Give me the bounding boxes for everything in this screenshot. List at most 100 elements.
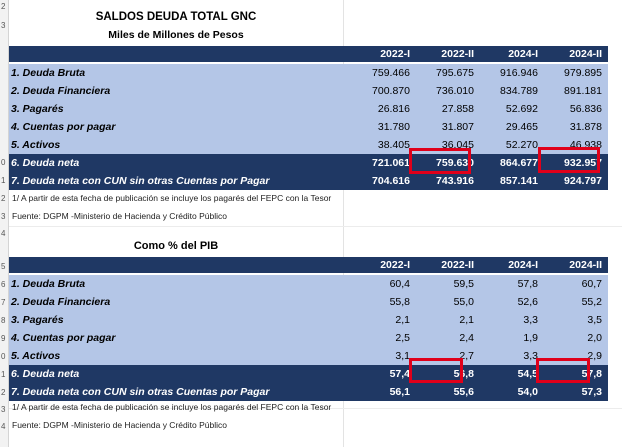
row-label[interactable]: 6. Deuda neta — [11, 368, 80, 380]
cell[interactable]: 857.141 — [500, 175, 538, 187]
cell[interactable]: 743.916 — [436, 175, 474, 187]
cell[interactable]: 52.692 — [505, 103, 538, 115]
cell[interactable]: 721.061 — [372, 157, 410, 169]
cell[interactable]: 864.677 — [500, 157, 538, 169]
cell[interactable]: 57,4 — [389, 368, 410, 380]
cell[interactable]: 3,3 — [523, 314, 538, 326]
column-header[interactable]: 2024-II — [569, 259, 602, 271]
cell[interactable]: 56,8 — [453, 368, 474, 380]
row-label[interactable]: 5. Activos — [11, 139, 61, 151]
row-label[interactable]: 1. Deuda Bruta — [11, 67, 86, 79]
cell[interactable]: 31.807 — [441, 121, 474, 133]
cell[interactable]: 38.405 — [377, 139, 410, 151]
cell[interactable]: 704.616 — [372, 175, 410, 187]
cell[interactable]: 57,8 — [581, 368, 602, 380]
cell[interactable]: 1,9 — [523, 332, 538, 344]
row-number[interactable]: 4 — [1, 229, 6, 238]
row-number[interactable]: 9 — [1, 334, 6, 343]
cell[interactable]: 52.270 — [505, 139, 538, 151]
row-label[interactable]: 2. Deuda Financiera — [11, 296, 111, 308]
cell[interactable]: 979.895 — [564, 67, 602, 79]
cell[interactable]: 2,4 — [459, 332, 474, 344]
cell[interactable]: 736.010 — [436, 85, 474, 97]
cell[interactable]: 932.957 — [564, 157, 602, 169]
row-number[interactable]: 2 — [1, 2, 6, 11]
column-header[interactable]: 2024-II — [569, 48, 602, 60]
row-number[interactable]: 7 — [1, 298, 6, 307]
cell[interactable]: 2,5 — [395, 332, 410, 344]
column-header[interactable]: 2022-I — [380, 259, 410, 271]
row-label[interactable]: 3. Pagarés — [11, 103, 64, 115]
source-note: Fuente: DGPM -Ministerio de Hacienda y C… — [12, 211, 227, 221]
cell[interactable]: 29.465 — [505, 121, 538, 133]
cell[interactable]: 26.816 — [377, 103, 410, 115]
cell[interactable]: 54,5 — [517, 368, 538, 380]
row-number[interactable]: 3 — [1, 212, 6, 221]
cell[interactable]: 31.780 — [377, 121, 410, 133]
cell[interactable]: 2,0 — [587, 332, 602, 344]
row-number[interactable]: 1 — [1, 370, 6, 379]
cell[interactable]: 57,3 — [581, 386, 602, 398]
cell[interactable]: 31.878 — [569, 121, 602, 133]
column-header[interactable]: 2024-I — [508, 259, 538, 271]
cell[interactable]: 700.870 — [372, 85, 410, 97]
cell[interactable]: 56,1 — [389, 386, 410, 398]
column-header[interactable]: 2024-I — [508, 48, 538, 60]
cell[interactable]: 57,8 — [517, 278, 538, 290]
row-label[interactable]: 4. Cuentas por pagar — [11, 332, 116, 344]
cell[interactable]: 2,1 — [459, 314, 474, 326]
cell[interactable]: 60,7 — [581, 278, 602, 290]
footnote: 1/ A partir de esta fecha de publicación… — [12, 402, 332, 412]
cell[interactable]: 759.466 — [372, 67, 410, 79]
row-label[interactable]: 5. Activos — [11, 350, 61, 362]
cell[interactable]: 60,4 — [389, 278, 410, 290]
footnote: 1/ A partir de esta fecha de publicación… — [12, 193, 332, 203]
cell[interactable]: 52,6 — [517, 296, 538, 308]
cell[interactable]: 759.630 — [436, 157, 474, 169]
cell[interactable]: 27.858 — [441, 103, 474, 115]
cell[interactable]: 2,1 — [395, 314, 410, 326]
cell[interactable]: 55,6 — [453, 386, 474, 398]
row-number[interactable]: 3 — [1, 21, 6, 30]
cell[interactable]: 924.797 — [564, 175, 602, 187]
row-number[interactable]: 0 — [1, 158, 6, 167]
cell[interactable]: 54,0 — [517, 386, 538, 398]
cell[interactable]: 59,5 — [453, 278, 474, 290]
row-number[interactable]: 2 — [1, 388, 6, 397]
grid-line — [343, 0, 344, 447]
cell[interactable]: 3,3 — [523, 350, 538, 362]
column-header[interactable]: 2022-I — [380, 48, 410, 60]
cell[interactable]: 36.045 — [441, 139, 474, 151]
row-number[interactable]: 8 — [1, 316, 6, 325]
cell[interactable]: 3,1 — [395, 350, 410, 362]
cell[interactable]: 55,8 — [389, 296, 410, 308]
table-row: 7. Deuda neta con CUN sin otras Cuentas … — [9, 172, 608, 190]
cell[interactable]: 2,9 — [587, 350, 602, 362]
row-number[interactable]: 1 — [1, 176, 6, 185]
row-number[interactable]: 3 — [1, 405, 6, 414]
row-label[interactable]: 2. Deuda Financiera — [11, 85, 111, 97]
cell[interactable]: 795.675 — [436, 67, 474, 79]
row-number[interactable]: 2 — [1, 194, 6, 203]
cell[interactable]: 56.836 — [569, 103, 602, 115]
row-number[interactable]: 5 — [1, 262, 6, 271]
cell[interactable]: 46.938 — [569, 139, 602, 151]
cell[interactable]: 2,7 — [459, 350, 474, 362]
row-number[interactable]: 4 — [1, 422, 6, 431]
column-header[interactable]: 2022-II — [441, 48, 474, 60]
row-number[interactable]: 0 — [1, 352, 6, 361]
row-label[interactable]: 4. Cuentas por pagar — [11, 121, 116, 133]
row-label[interactable]: 1. Deuda Bruta — [11, 278, 86, 290]
cell[interactable]: 3,5 — [587, 314, 602, 326]
row-label[interactable]: 3. Pagarés — [11, 314, 64, 326]
cell[interactable]: 834.789 — [500, 85, 538, 97]
cell[interactable]: 916.946 — [500, 67, 538, 79]
row-label[interactable]: 7. Deuda neta con CUN sin otras Cuentas … — [11, 386, 270, 398]
cell[interactable]: 891.181 — [564, 85, 602, 97]
column-header[interactable]: 2022-II — [441, 259, 474, 271]
row-label[interactable]: 7. Deuda neta con CUN sin otras Cuentas … — [11, 175, 270, 187]
row-number[interactable]: 6 — [1, 280, 6, 289]
cell[interactable]: 55,2 — [581, 296, 602, 308]
cell[interactable]: 55,0 — [453, 296, 474, 308]
row-label[interactable]: 6. Deuda neta — [11, 157, 80, 169]
